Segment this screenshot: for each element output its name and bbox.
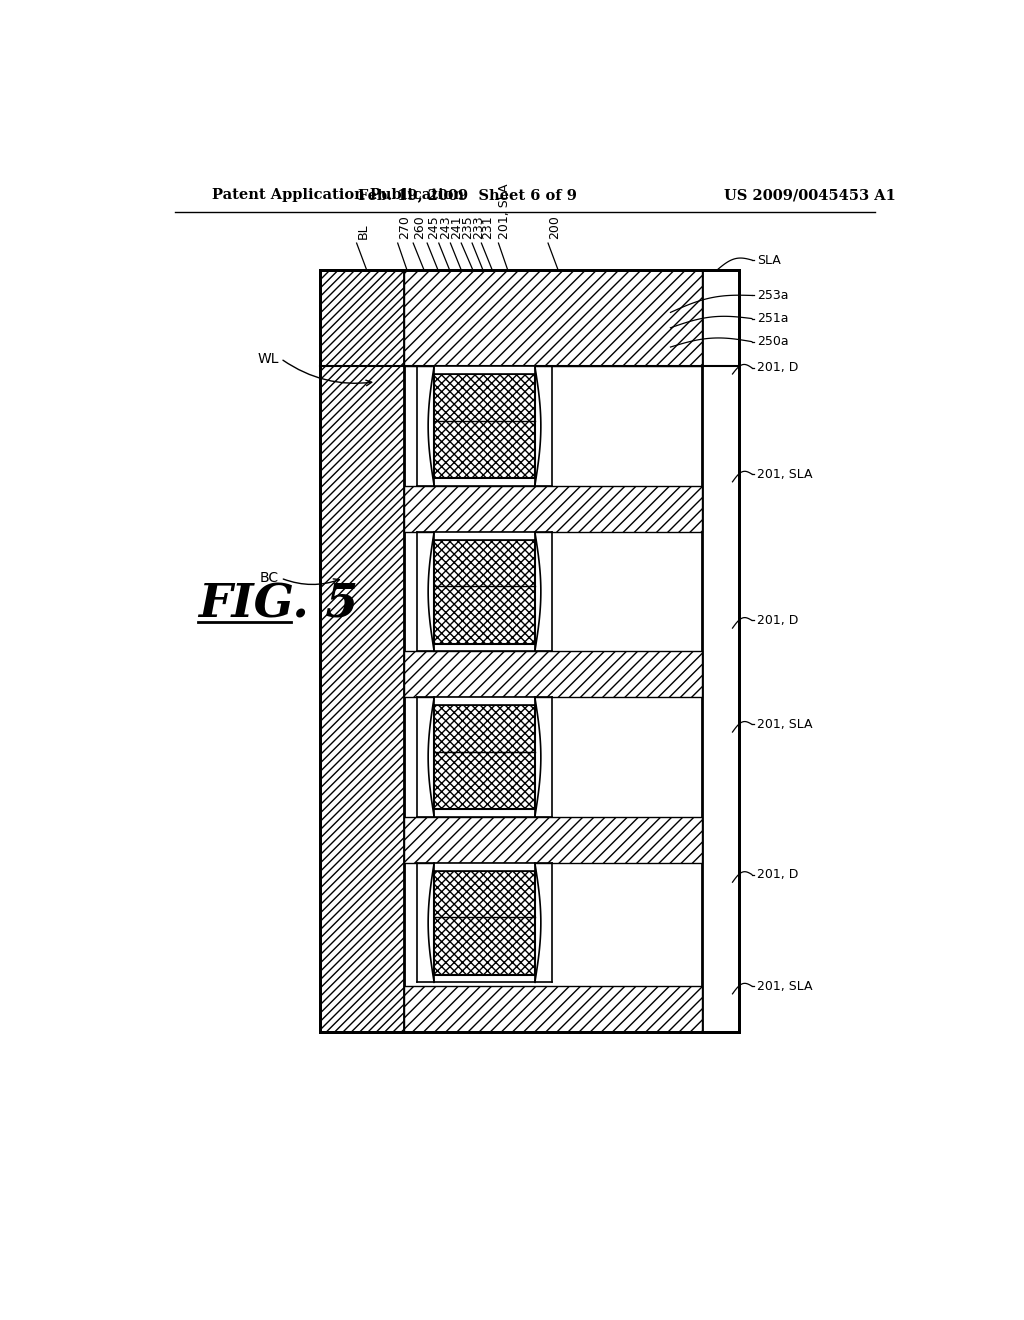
Bar xyxy=(434,705,535,809)
Text: 201, SLA: 201, SLA xyxy=(758,979,813,993)
Bar xyxy=(434,366,535,374)
Text: 243: 243 xyxy=(438,215,452,239)
Text: BC: BC xyxy=(260,572,280,585)
Text: BL: BL xyxy=(356,223,370,239)
Text: US 2009/0045453 A1: US 2009/0045453 A1 xyxy=(724,189,896,202)
Text: 201, D: 201, D xyxy=(758,362,799,375)
Bar xyxy=(403,486,701,532)
Bar xyxy=(321,271,738,1032)
Bar xyxy=(403,986,701,1032)
Bar xyxy=(321,271,738,1032)
Text: 270: 270 xyxy=(397,215,411,239)
Bar xyxy=(403,651,701,697)
Text: 231: 231 xyxy=(481,215,495,239)
Bar xyxy=(434,540,535,644)
Text: 260: 260 xyxy=(414,215,426,239)
Bar xyxy=(403,271,701,367)
Text: 233: 233 xyxy=(472,215,485,239)
Text: 251a: 251a xyxy=(758,312,788,325)
Bar xyxy=(701,271,738,1032)
Text: Feb. 19, 2009  Sheet 6 of 9: Feb. 19, 2009 Sheet 6 of 9 xyxy=(358,189,577,202)
Bar xyxy=(403,817,701,863)
Bar xyxy=(321,271,403,1032)
Text: 200: 200 xyxy=(548,215,561,239)
Text: SLA: SLA xyxy=(758,253,781,267)
Text: 201, SLA: 201, SLA xyxy=(499,183,511,239)
Text: 201, SLA: 201, SLA xyxy=(758,718,813,731)
Text: 253a: 253a xyxy=(758,289,788,302)
Text: 201, D: 201, D xyxy=(758,869,799,880)
Text: Patent Application Publication: Patent Application Publication xyxy=(212,189,464,202)
Bar xyxy=(434,374,535,478)
Bar xyxy=(434,705,535,809)
Bar xyxy=(434,478,535,486)
Bar xyxy=(403,486,701,532)
Bar xyxy=(434,974,535,982)
Bar xyxy=(403,986,701,1032)
Bar xyxy=(434,540,535,644)
Text: 245: 245 xyxy=(427,215,440,239)
Bar xyxy=(434,644,535,651)
Bar xyxy=(434,863,535,871)
Text: 201, D: 201, D xyxy=(758,614,799,627)
Bar xyxy=(321,271,403,1032)
Text: FIG. 5: FIG. 5 xyxy=(198,582,358,628)
Bar xyxy=(434,532,535,540)
Bar xyxy=(403,817,701,863)
Text: 250a: 250a xyxy=(758,335,788,348)
Text: 241: 241 xyxy=(451,215,464,239)
Bar xyxy=(403,271,701,367)
Bar xyxy=(434,871,535,974)
Bar xyxy=(434,809,535,817)
Bar xyxy=(403,651,701,697)
Bar xyxy=(434,871,535,974)
Text: WL: WL xyxy=(258,351,280,366)
Bar xyxy=(434,697,535,705)
Bar xyxy=(434,374,535,478)
Text: 235: 235 xyxy=(461,215,474,239)
Text: 201, SLA: 201, SLA xyxy=(758,467,813,480)
